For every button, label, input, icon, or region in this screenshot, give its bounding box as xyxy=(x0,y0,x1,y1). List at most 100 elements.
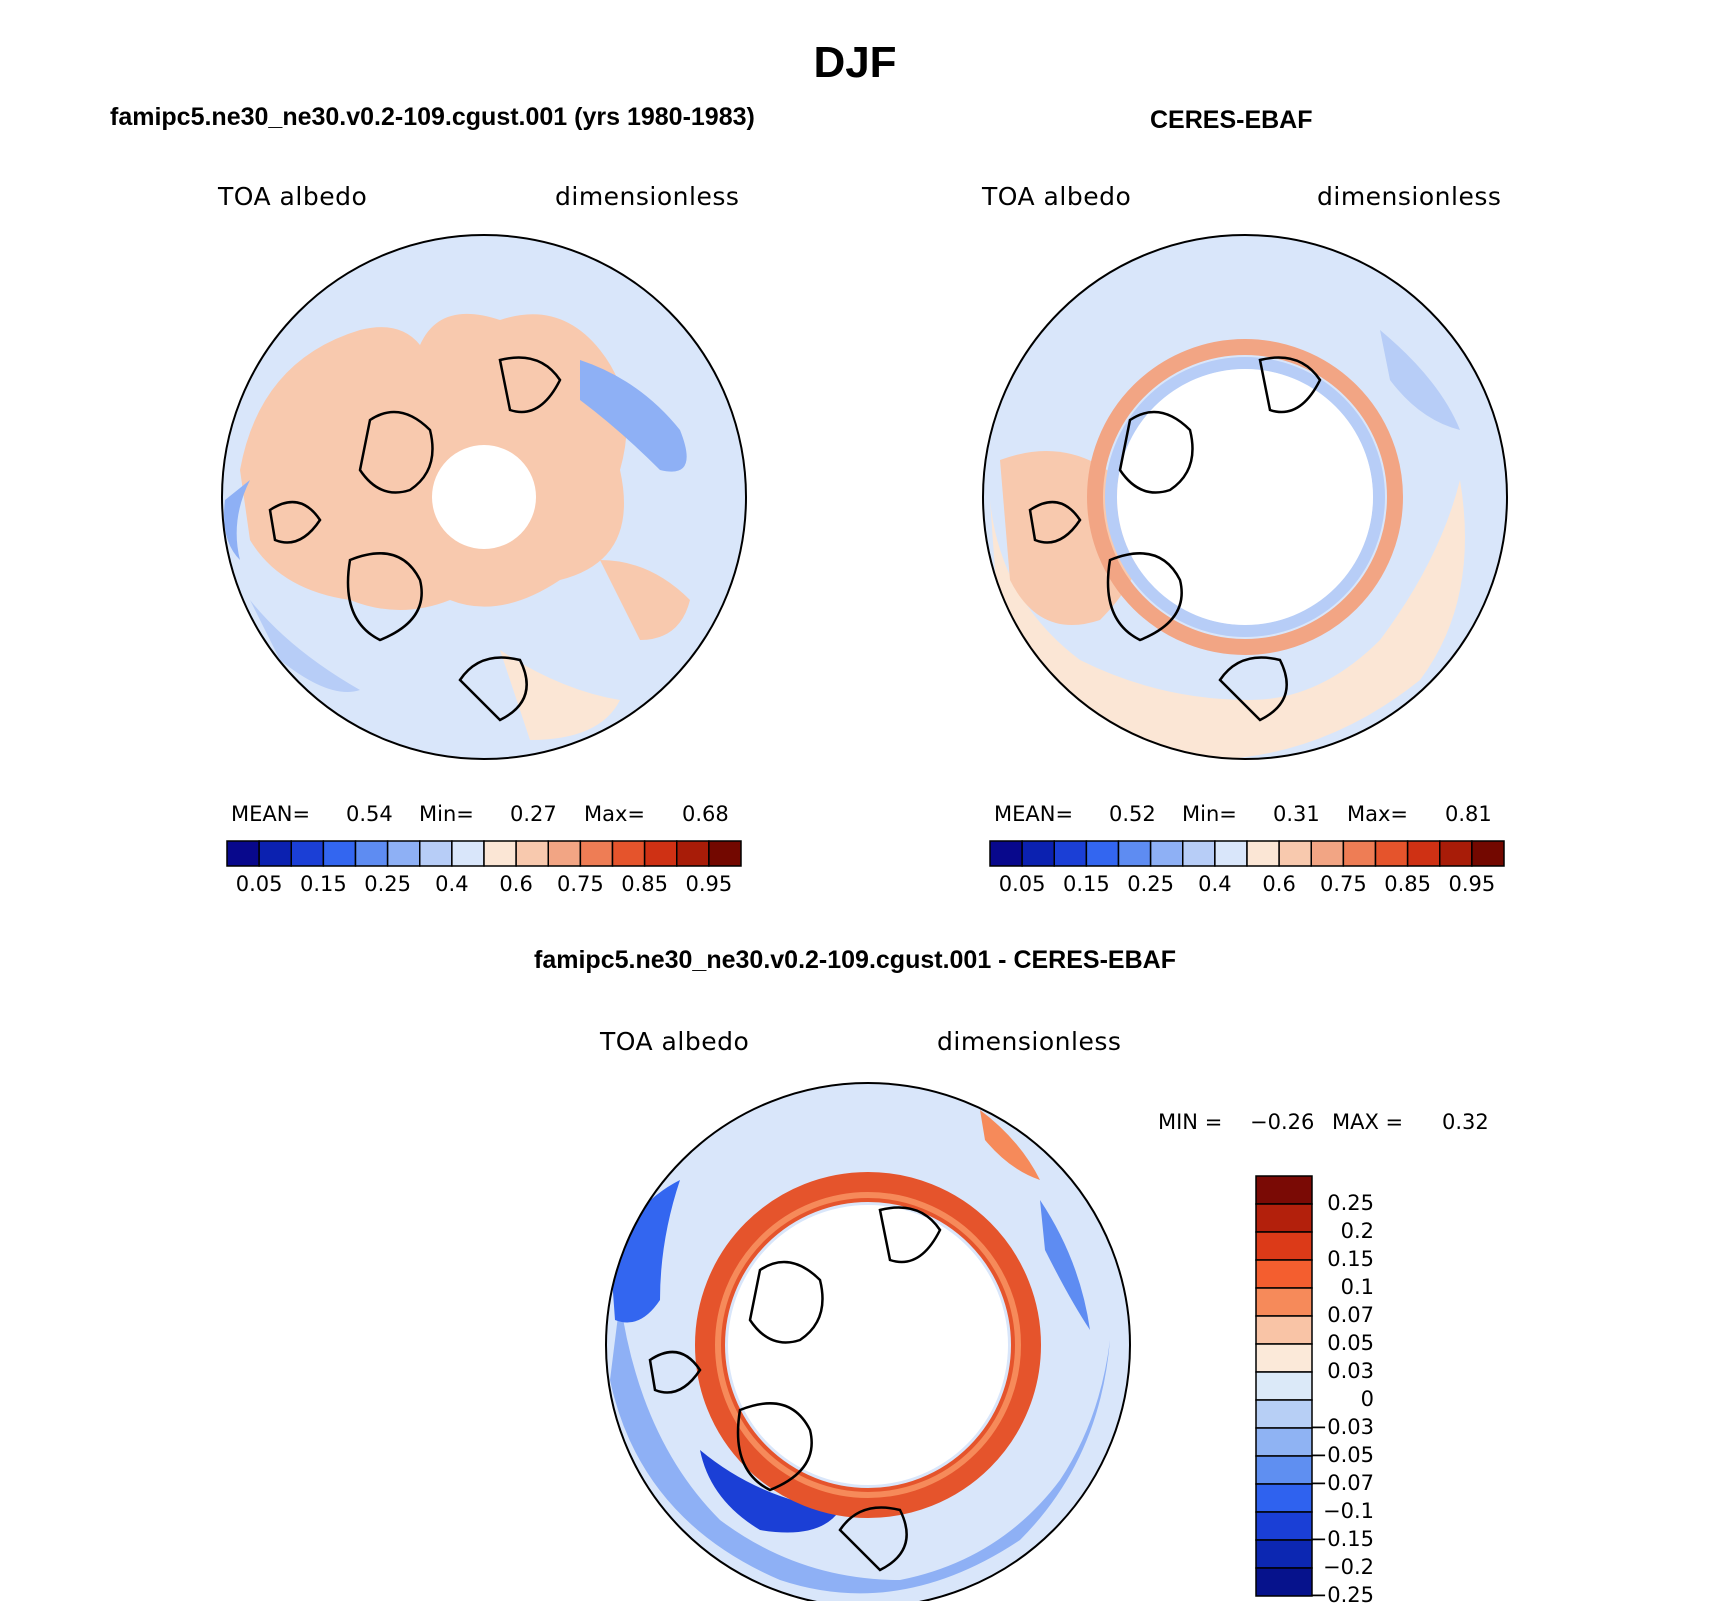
colorbar-model-swatch xyxy=(483,840,517,867)
colorbar-model-swatch xyxy=(547,840,582,867)
colorbar-difference-tick-label: −0.03 xyxy=(1309,1415,1374,1439)
colorbar-observation-swatch xyxy=(1406,840,1441,867)
colorbar-observation-tick-label: 0.85 xyxy=(1384,872,1432,896)
colorbar-model-swatch xyxy=(226,840,260,867)
colorbar-model xyxy=(226,840,742,867)
colorbar-model-tick-label: 0.25 xyxy=(364,872,412,896)
colorbar-model-swatch xyxy=(354,840,389,867)
colorbar-model-swatch xyxy=(322,840,357,867)
colorbar-model-swatch xyxy=(676,840,710,867)
colorbar-observation-tick-label: 0.6 xyxy=(1262,872,1296,896)
colorbar-difference-tick-label: −0.25 xyxy=(1309,1583,1374,1607)
panel-left-title: famipc5.ne30_ne30.v0.2-109.cgust.001 (yr… xyxy=(110,103,755,131)
colorbar-difference-tick-label: 0.25 xyxy=(1327,1191,1374,1215)
panel-left-max-value: 0.68 xyxy=(682,802,729,826)
colorbar-observation-swatch xyxy=(1021,840,1055,867)
colorbar-model-swatch xyxy=(419,840,453,867)
diff-min-value: −0.26 xyxy=(1250,1110,1315,1134)
diff-panel-units: dimensionless xyxy=(937,1027,1122,1056)
colorbar-model-swatch xyxy=(258,840,292,867)
colorbar-model-tick-label: 0.15 xyxy=(299,872,347,896)
colorbar-difference-swatch xyxy=(1255,1343,1313,1373)
colorbar-difference-tick-label: −0.2 xyxy=(1323,1555,1374,1579)
panel-left-mean-value: 0.54 xyxy=(346,802,393,826)
colorbar-difference-swatch xyxy=(1255,1511,1313,1541)
colorbar-observation-swatch xyxy=(1471,840,1505,867)
map-model xyxy=(222,235,746,759)
map-difference-border xyxy=(605,1082,1131,1601)
panel-left-variable: TOA albedo xyxy=(218,182,368,211)
panel-left-min-value: 0.27 xyxy=(510,802,557,826)
colorbar-model-swatch xyxy=(643,840,678,867)
colorbar-model-swatch xyxy=(579,840,614,867)
colorbar-observation xyxy=(989,840,1505,867)
colorbar-model-swatch xyxy=(290,840,325,867)
colorbar-observation-swatch xyxy=(1246,840,1280,867)
diff-max-value: 0.32 xyxy=(1442,1110,1489,1134)
panel-left-max-label: Max= xyxy=(584,802,646,826)
panel-right-mean-value: 0.52 xyxy=(1109,802,1156,826)
colorbar-difference-swatch xyxy=(1255,1315,1313,1345)
panel-left-mean-label: MEAN= xyxy=(231,802,311,826)
colorbar-model-swatch xyxy=(386,840,421,867)
colorbar-observation-swatch xyxy=(1342,840,1377,867)
colorbar-difference-swatch xyxy=(1255,1231,1313,1261)
colorbar-difference-tick-label: −0.05 xyxy=(1309,1443,1374,1467)
colorbar-observation-tick-label: 0.15 xyxy=(1062,872,1110,896)
map-model-border xyxy=(221,234,747,760)
colorbar-difference-swatch xyxy=(1255,1287,1313,1317)
panel-right-max-value: 0.81 xyxy=(1445,802,1492,826)
colorbar-difference-swatch xyxy=(1255,1483,1313,1513)
colorbar-difference-tick-label: −0.1 xyxy=(1323,1499,1374,1523)
colorbar-difference-swatch xyxy=(1255,1567,1313,1597)
colorbar-observation-swatch xyxy=(1278,840,1312,867)
diff-panel-title: famipc5.ne30_ne30.v0.2-109.cgust.001 - C… xyxy=(534,946,1176,974)
colorbar-difference-tick-label: 0.03 xyxy=(1327,1359,1374,1383)
colorbar-observation-tick-label: 0.4 xyxy=(1198,872,1232,896)
colorbar-model-tick-label: 0.4 xyxy=(435,872,469,896)
diff-panel-variable: TOA albedo xyxy=(600,1027,750,1056)
colorbar-observation-swatch xyxy=(1149,840,1184,867)
map-observation-border xyxy=(982,234,1508,760)
map-observation xyxy=(983,235,1507,759)
map-difference xyxy=(606,1083,1130,1601)
colorbar-observation-tick-label: 0.25 xyxy=(1127,872,1175,896)
panel-left-units: dimensionless xyxy=(555,182,740,211)
colorbar-model-tick-label: 0.75 xyxy=(556,872,604,896)
colorbar-observation-swatch xyxy=(1214,840,1248,867)
colorbar-difference-swatch xyxy=(1255,1371,1313,1401)
colorbar-observation-swatch xyxy=(1053,840,1088,867)
colorbar-observation-tick-label: 0.75 xyxy=(1319,872,1367,896)
panel-right-units: dimensionless xyxy=(1317,182,1502,211)
colorbar-difference-tick-label: 0 xyxy=(1360,1387,1374,1411)
colorbar-difference-tick-label: 0.1 xyxy=(1340,1275,1374,1299)
colorbar-model-tick-label: 0.85 xyxy=(621,872,669,896)
diff-min-label: MIN = xyxy=(1158,1110,1223,1134)
colorbar-difference-swatch xyxy=(1255,1455,1313,1485)
colorbar-model-tick-label: 0.05 xyxy=(235,872,283,896)
colorbar-model-swatch xyxy=(611,840,646,867)
panel-left-min-label: Min= xyxy=(419,802,474,826)
colorbar-difference-swatch xyxy=(1255,1427,1313,1457)
colorbar-model-tick-label: 0.6 xyxy=(499,872,533,896)
colorbar-model-swatch xyxy=(515,840,549,867)
panel-right-max-label: Max= xyxy=(1347,802,1409,826)
colorbar-observation-swatch xyxy=(1085,840,1120,867)
diff-max-label: MAX = xyxy=(1332,1110,1404,1134)
colorbar-model-swatch xyxy=(708,840,742,867)
colorbar-difference-swatch xyxy=(1255,1259,1313,1289)
panel-right-min-value: 0.31 xyxy=(1273,802,1320,826)
colorbar-observation-swatch xyxy=(1182,840,1216,867)
colorbar-model-swatch xyxy=(451,840,485,867)
panel-right-title: CERES-EBAF xyxy=(1150,106,1313,134)
colorbar-observation-swatch xyxy=(1117,840,1152,867)
colorbar-difference-tick-label: −0.07 xyxy=(1309,1471,1374,1495)
colorbar-observation-swatch xyxy=(989,840,1023,867)
colorbar-observation-swatch xyxy=(1310,840,1345,867)
panel-right-min-label: Min= xyxy=(1182,802,1237,826)
colorbar-difference xyxy=(1255,1175,1313,1597)
panel-right-mean-label: MEAN= xyxy=(994,802,1074,826)
colorbar-difference-tick-label: 0.05 xyxy=(1327,1331,1374,1355)
colorbar-model-tick-label: 0.95 xyxy=(685,872,733,896)
